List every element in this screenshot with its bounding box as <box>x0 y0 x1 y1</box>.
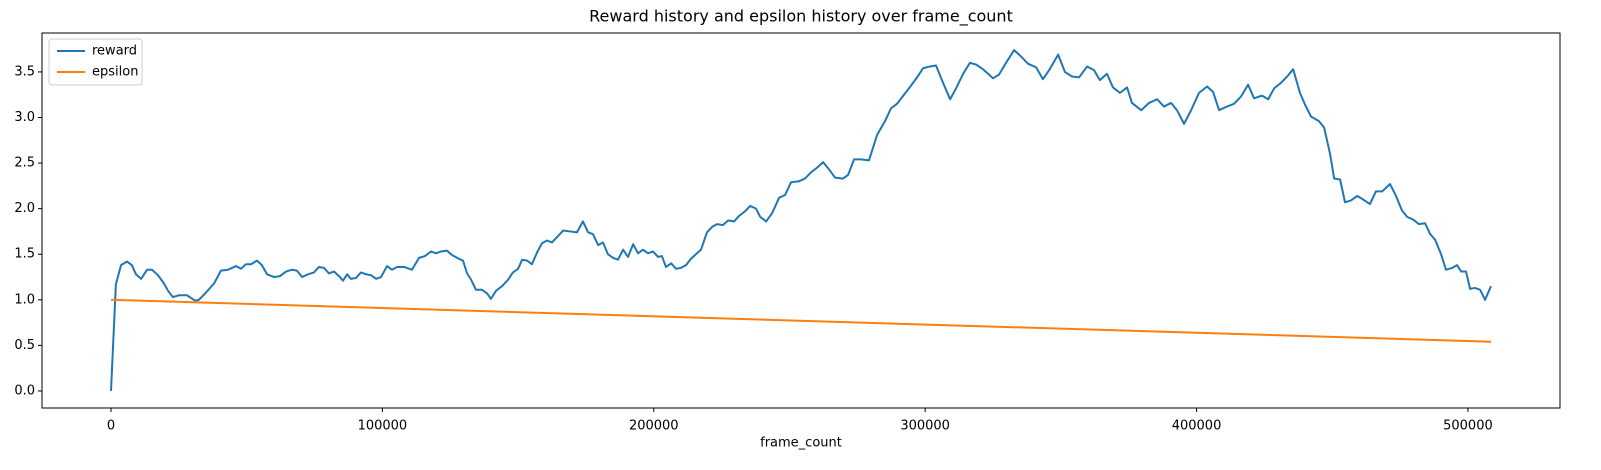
legend-label: reward <box>92 44 137 59</box>
y-tick-label: 1.5 <box>14 247 35 262</box>
series-line <box>110 298 1492 343</box>
y-tick-label: 3.0 <box>14 110 35 125</box>
y-tick-label: 2.0 <box>14 201 35 216</box>
y-tick-label: 3.5 <box>14 64 35 79</box>
x-tick-label: 300000 <box>900 419 950 434</box>
x-tick-label: 500000 <box>1443 419 1493 434</box>
series-line <box>110 49 1492 391</box>
legend-label: epsilon <box>92 65 138 80</box>
x-axis-label: frame_count <box>760 436 842 451</box>
y-tick-label: 2.5 <box>14 156 35 171</box>
x-tick-label: 200000 <box>629 419 679 434</box>
y-tick-label: 0.5 <box>14 338 35 353</box>
x-tick-label: 400000 <box>1172 419 1222 434</box>
chart-title: Reward history and epsilon history over … <box>589 7 1013 27</box>
x-tick-label: 100000 <box>358 419 408 434</box>
plot-frame <box>41 32 1561 409</box>
y-tick-label: 0.0 <box>14 383 35 398</box>
x-tick-label: 0 <box>107 419 115 434</box>
y-tick-label: 1.0 <box>14 292 35 307</box>
